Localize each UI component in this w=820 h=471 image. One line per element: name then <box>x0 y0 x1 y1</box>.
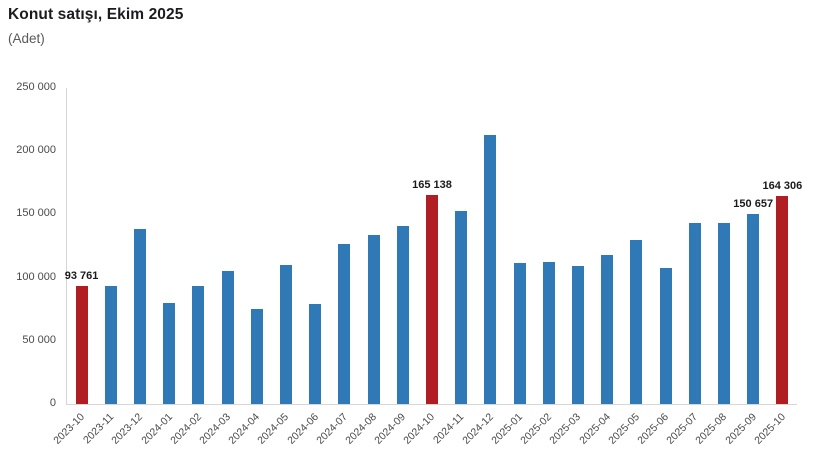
x-tick-label: 2024-09 <box>372 411 409 447</box>
bar-2024-01 <box>163 302 176 404</box>
x-tick-label: 2025-01 <box>489 411 526 447</box>
bar-2023-12 <box>134 229 146 404</box>
x-tick-label: 2025-08 <box>693 411 730 447</box>
x-tick-label: 2024-12 <box>460 411 496 447</box>
bar-2025-06 <box>659 268 672 404</box>
bar-2025-09 <box>747 213 760 404</box>
x-tick-label: 2024-04 <box>226 411 263 447</box>
chart-title: Konut satışı, Ekim 2025 <box>8 6 184 23</box>
x-tick-label: 2024-06 <box>284 411 321 447</box>
bar-2025-03 <box>572 265 584 404</box>
x-tick-label: 2025-03 <box>547 411 584 447</box>
y-tick-label: 50 000 <box>22 333 56 346</box>
x-axis: 2023-10 2023-11 2023-12 2024-01 2024-02 2024-… <box>0 411 820 471</box>
y-axis: 0 50 000 100 000 150 000 200 000 250 000 <box>0 0 60 420</box>
bar-2024-02 <box>192 285 205 404</box>
bar-2025-05 <box>630 239 643 404</box>
bar-2024-09 <box>396 225 409 404</box>
bar-2025-02 <box>542 261 555 404</box>
data-label-2024-10: 165 138 <box>412 179 452 192</box>
bar-2024-10 <box>426 195 438 404</box>
x-tick-label: 2023-10 <box>51 411 88 447</box>
x-tick-label: 2024-05 <box>255 411 292 447</box>
data-label-2023-10: 93 761 <box>64 269 99 282</box>
plot-area: 93 761 165 138 150 657 164 306 <box>64 88 802 405</box>
y-tick-label: 100 000 <box>16 270 56 283</box>
x-tick-label: 2024-03 <box>197 411 234 447</box>
data-label-2025-09: 150 657 <box>733 197 774 210</box>
bar-2023-11 <box>104 286 117 404</box>
bar-2024-07 <box>338 243 351 404</box>
bar-2025-01 <box>513 262 526 404</box>
bar-2025-10 <box>776 196 789 404</box>
x-tick-label: 2024-11 <box>431 411 467 447</box>
x-tick-label: 2025-09 <box>722 411 759 447</box>
x-tick-label: 2025-02 <box>518 411 555 447</box>
bar-2024-12 <box>484 135 497 404</box>
x-tick-label: 2024-10 <box>401 411 438 447</box>
x-tick-label: 2025-04 <box>576 411 613 447</box>
y-tick-label: 250 000 <box>16 81 56 93</box>
bar-2023-10 <box>75 285 88 404</box>
x-tick-label: 2023-12 <box>109 411 146 447</box>
y-tick-label: 0 <box>49 397 56 409</box>
y-tick-label: 150 000 <box>16 207 56 220</box>
bar-2025-04 <box>601 254 614 404</box>
bar-2024-03 <box>221 270 234 404</box>
x-tick-label: 2024-01 <box>138 411 175 447</box>
x-tick-label: 2025-06 <box>635 411 672 447</box>
bar-2024-06 <box>309 304 322 404</box>
bar-2025-07 <box>688 223 701 404</box>
bar-2024-08 <box>367 234 380 404</box>
bar-2025-08 <box>718 222 730 404</box>
bar-2024-11 <box>455 210 468 404</box>
bar-2024-05 <box>280 264 292 404</box>
data-label-2025-10: 164 306 <box>762 180 803 193</box>
x-tick-label: 2025-07 <box>664 411 701 447</box>
y-tick-label: 200 000 <box>16 144 56 157</box>
x-tick-label: 2024-08 <box>343 411 380 447</box>
bar-2024-04 <box>250 308 263 404</box>
chart-unit-label: (Adet) <box>8 31 45 46</box>
